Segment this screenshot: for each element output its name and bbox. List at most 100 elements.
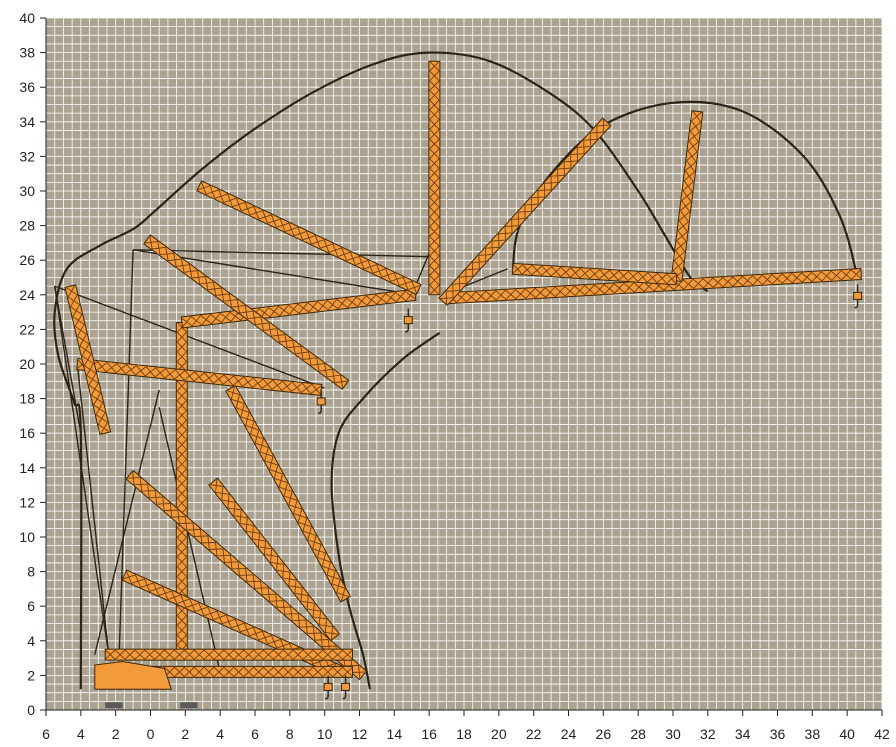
- y-tick-label: 36: [19, 79, 35, 95]
- y-tick-label: 12: [19, 494, 35, 510]
- outer-envelope-curve: [53, 51, 709, 690]
- y-tick-label: 16: [19, 425, 35, 441]
- boom-lattice: [104, 649, 353, 660]
- x-tick-label: 6: [42, 726, 50, 742]
- boom-lattice: [181, 289, 416, 327]
- hook-main-jib: [403, 308, 413, 333]
- x-tick-label: 6: [251, 726, 259, 742]
- boom-lattice: [439, 124, 611, 300]
- x-tick-label: 2: [181, 726, 189, 742]
- x-tick-label: 38: [805, 726, 821, 742]
- x-tick-label: 34: [735, 726, 751, 742]
- boom-lattice: [671, 111, 703, 281]
- upper-jib-link: [670, 110, 704, 283]
- outer-jib-folded: [64, 284, 112, 436]
- boom-lattice: [209, 484, 334, 641]
- x-tick-label: 24: [561, 726, 577, 742]
- fly-jib-steep: [438, 117, 612, 307]
- boom-lattice: [429, 60, 440, 296]
- carrier-chassis: [104, 648, 353, 661]
- inner-envelope-curve: [330, 332, 441, 690]
- boom-body: [225, 384, 352, 603]
- y-tick-label: 22: [19, 321, 35, 337]
- rope-line: [54, 285, 325, 389]
- boom-lattice: [512, 263, 677, 285]
- crane-carrier: [94, 661, 198, 709]
- x-tick-label: 0: [147, 726, 155, 742]
- x-tick-label: 4: [216, 726, 224, 742]
- boom-body: [208, 477, 341, 642]
- boom-lattice: [429, 60, 440, 296]
- y-tick-label: 40: [19, 10, 35, 26]
- x-tick-label: 2: [112, 726, 120, 742]
- y-tick-label: 20: [19, 356, 35, 372]
- y-tick-label: 2: [27, 667, 35, 683]
- fly-jib-vertical: [428, 60, 441, 296]
- y-tick-label: 6: [27, 598, 35, 614]
- jib-lower-diag-a: [125, 469, 368, 681]
- jib-upper-arm: [143, 234, 350, 390]
- y-tick-label: 34: [19, 114, 35, 130]
- boom-lattice: [215, 478, 339, 635]
- x-tick-label: 28: [630, 726, 646, 742]
- x-tick-label: 42: [874, 726, 890, 742]
- rope-line: [158, 407, 221, 673]
- boom-sections: [64, 60, 862, 709]
- x-tick-label: 22: [526, 726, 542, 742]
- rope-line: [54, 286, 82, 434]
- rope-line: [94, 389, 160, 655]
- x-tick-label: 14: [387, 726, 403, 742]
- hook-carrier-b: [341, 675, 351, 700]
- arc-jib-link: [511, 262, 678, 286]
- fly-jib-raised: [196, 180, 422, 296]
- boom-lattice: [182, 290, 417, 328]
- hook-jib-tip: [853, 284, 863, 309]
- y-tick-label: 0: [27, 702, 35, 718]
- y-tick-label: 10: [19, 529, 35, 545]
- boom-lattice: [77, 359, 322, 395]
- outrigger-pad-right: [180, 702, 198, 709]
- boom-lattice: [67, 284, 108, 435]
- x-tick-label: 12: [352, 726, 368, 742]
- hook-carrier-a: [323, 675, 333, 700]
- y-tick-label: 18: [19, 391, 35, 407]
- y-tick-label: 8: [27, 564, 35, 580]
- hook-upper-arm: [316, 389, 326, 414]
- carrier-cab: [94, 661, 173, 690]
- x-tick-label: 10: [317, 726, 333, 742]
- y-tick-label: 32: [19, 148, 35, 164]
- boom-lattice: [132, 471, 361, 679]
- rope-line: [118, 249, 134, 655]
- boom-lattice: [230, 385, 350, 598]
- grid-background: [45, 17, 883, 711]
- x-tick-label: 30: [665, 726, 681, 742]
- y-tick-label: 4: [27, 633, 35, 649]
- x-tick-label: 16: [421, 726, 437, 742]
- boom-lattice: [149, 235, 344, 389]
- x-tick-label: 32: [700, 726, 716, 742]
- x-tick-label: 18: [456, 726, 472, 742]
- x-tick-label: 36: [770, 726, 786, 742]
- y-tick-label: 14: [19, 460, 35, 476]
- x-tick-label: 26: [596, 726, 612, 742]
- jib-middle-diag: [225, 384, 352, 603]
- x-tick-label: 20: [491, 726, 507, 742]
- rope-line: [76, 363, 110, 655]
- outrigger-pad-left: [105, 702, 123, 709]
- jib-lower-diag-c: [208, 477, 341, 642]
- y-tick-label: 30: [19, 183, 35, 199]
- x-tick-label: 4: [77, 726, 85, 742]
- boom-body: [428, 60, 441, 296]
- boom-lattice: [200, 181, 418, 294]
- x-tick-label: 40: [839, 726, 855, 742]
- x-tick-label: 8: [286, 726, 294, 742]
- hook-blocks: [316, 284, 863, 700]
- rope-line: [133, 249, 433, 258]
- y-tick-label: 26: [19, 252, 35, 268]
- y-tick-label: 28: [19, 218, 35, 234]
- rope-lines: [54, 249, 508, 673]
- y-tick-label: 24: [19, 287, 35, 303]
- boom-lattice: [226, 390, 346, 602]
